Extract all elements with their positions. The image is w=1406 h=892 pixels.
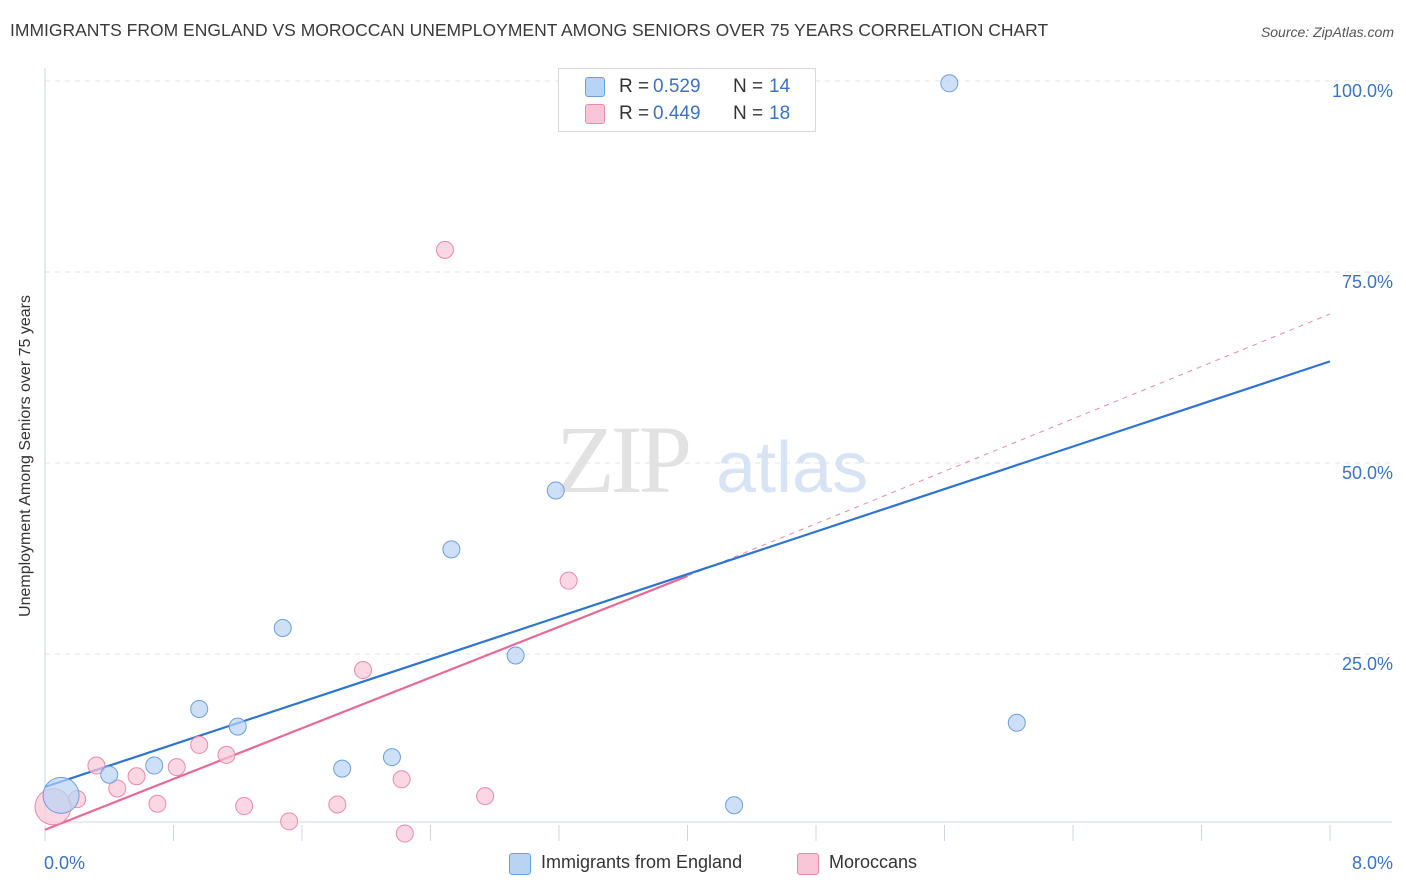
point-england — [1007, 713, 1026, 732]
y-tick-label: 75.0% — [1342, 272, 1393, 292]
point-moroccans — [217, 745, 236, 764]
x-tick-labels: 0.0% 8.0% — [44, 853, 1393, 873]
legend-r-label: R = — [619, 103, 650, 124]
point-moroccans — [392, 770, 411, 789]
legend-r-label: R = — [619, 76, 650, 97]
point-moroccans — [435, 240, 454, 259]
x-tick-label: 0.0% — [44, 853, 85, 873]
legend-n-label: N = — [733, 76, 764, 97]
point-moroccans — [167, 758, 186, 777]
y-tick-label: 25.0% — [1342, 654, 1393, 674]
point-england — [940, 74, 959, 93]
source-label: Source: ZipAtlas.com — [1260, 24, 1394, 40]
point-moroccans — [395, 824, 414, 843]
legend-n-value: 14 — [769, 76, 791, 97]
legend-r-value: 0.449 — [653, 103, 701, 124]
series-swatch-moroccans — [797, 853, 819, 875]
point-moroccans — [280, 812, 299, 831]
point-england — [546, 481, 565, 500]
axes — [44, 68, 1392, 841]
trendline-england — [44, 360, 1331, 788]
y-tick-label: 100.0% — [1332, 81, 1393, 101]
gridlines — [45, 80, 1392, 655]
point-england — [100, 765, 119, 784]
point-england — [190, 700, 209, 719]
legend-swatch-england — [585, 77, 605, 97]
watermark-zip: ZIP — [556, 406, 689, 513]
point-moroccans — [559, 571, 578, 590]
point-england — [382, 748, 401, 767]
legend-swatch-moroccans — [585, 104, 605, 124]
point-england — [145, 756, 164, 775]
point-moroccans — [354, 661, 373, 680]
point-england — [725, 796, 744, 815]
y-tick-label: 50.0% — [1342, 463, 1393, 483]
trendline-moroccans — [44, 575, 688, 831]
point-moroccans — [235, 797, 254, 816]
y-tick-labels: 25.0% 50.0% 75.0% 100.0% — [1332, 81, 1393, 674]
point-england — [273, 619, 292, 638]
point-england — [442, 540, 461, 559]
point-moroccans — [328, 795, 347, 814]
chart-title: IMMIGRANTS FROM ENGLAND VS MOROCCAN UNEM… — [10, 20, 1049, 40]
watermark-atlas: atlas — [716, 428, 868, 508]
y-axis-title: Unemployment Among Seniors over 75 years — [17, 295, 34, 617]
legend-n-value: 18 — [769, 103, 791, 124]
x-tick-label: 8.0% — [1352, 853, 1393, 873]
series-name-england: Immigrants from England — [541, 852, 743, 872]
trendlines — [44, 313, 1331, 831]
series-swatch-england — [509, 853, 531, 875]
point-england — [228, 717, 247, 736]
point-moroccans — [87, 756, 106, 775]
legend-n-label: N = — [733, 103, 764, 124]
point-england — [333, 759, 352, 778]
point-england — [506, 646, 525, 665]
points — [34, 74, 1026, 843]
point-moroccans — [108, 779, 127, 798]
point-moroccans — [476, 787, 495, 806]
series-name-moroccans: Moroccans — [829, 852, 918, 872]
point-moroccans — [127, 767, 146, 786]
legend: R = 0.529 N = 14 R = 0.449 N = 18 — [558, 68, 816, 132]
legend-r-value: 0.529 — [653, 76, 701, 97]
point-england — [42, 776, 80, 814]
point-moroccans — [148, 794, 167, 813]
point-moroccans — [190, 735, 209, 754]
watermark: ZIP atlas — [556, 406, 868, 513]
